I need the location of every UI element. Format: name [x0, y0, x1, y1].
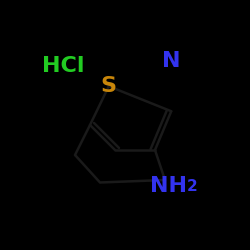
Text: HCl: HCl [42, 56, 85, 76]
Text: NH: NH [150, 176, 187, 196]
Text: N: N [162, 51, 180, 71]
Text: S: S [101, 76, 117, 96]
Text: 2: 2 [186, 179, 197, 194]
